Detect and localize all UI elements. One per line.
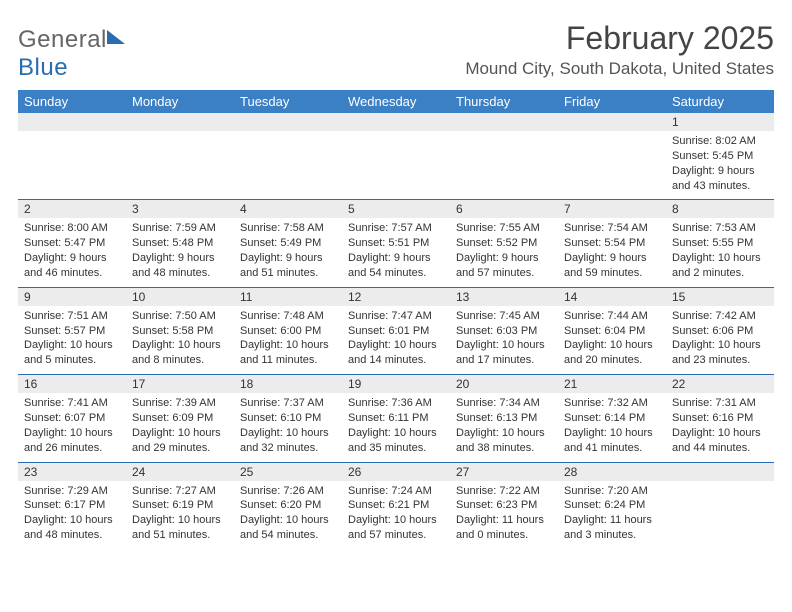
- page-title: February 2025: [465, 20, 774, 57]
- day-data-cell: Sunrise: 8:02 AMSunset: 5:45 PMDaylight:…: [666, 131, 774, 200]
- day-data-cell: Sunrise: 7:57 AMSunset: 5:51 PMDaylight:…: [342, 218, 450, 287]
- day-number-cell: 22: [666, 375, 774, 394]
- weekday-header: Friday: [558, 90, 666, 113]
- day-number-cell: 4: [234, 200, 342, 219]
- day-data-cell: Sunrise: 7:53 AMSunset: 5:55 PMDaylight:…: [666, 218, 774, 287]
- day-data-cell: Sunrise: 7:27 AMSunset: 6:19 PMDaylight:…: [126, 481, 234, 549]
- day-data-cell: Sunrise: 7:50 AMSunset: 5:58 PMDaylight:…: [126, 306, 234, 375]
- day-data-row: Sunrise: 7:29 AMSunset: 6:17 PMDaylight:…: [18, 481, 774, 549]
- day-data-cell: [666, 481, 774, 549]
- day-data-cell: Sunrise: 7:44 AMSunset: 6:04 PMDaylight:…: [558, 306, 666, 375]
- day-number-cell: 23: [18, 462, 126, 481]
- day-data-cell: Sunrise: 7:39 AMSunset: 6:09 PMDaylight:…: [126, 393, 234, 462]
- day-number-cell: 12: [342, 287, 450, 306]
- weekday-header-row: SundayMondayTuesdayWednesdayThursdayFrid…: [18, 90, 774, 113]
- day-number-cell: 26: [342, 462, 450, 481]
- day-number-cell: 3: [126, 200, 234, 219]
- day-data-cell: [342, 131, 450, 200]
- day-number-cell: 8: [666, 200, 774, 219]
- weekday-header: Wednesday: [342, 90, 450, 113]
- daynum-row: 9101112131415: [18, 287, 774, 306]
- day-number-cell: [558, 113, 666, 131]
- day-data-cell: Sunrise: 7:54 AMSunset: 5:54 PMDaylight:…: [558, 218, 666, 287]
- weekday-header: Saturday: [666, 90, 774, 113]
- day-data-cell: Sunrise: 8:00 AMSunset: 5:47 PMDaylight:…: [18, 218, 126, 287]
- day-number-cell: 28: [558, 462, 666, 481]
- day-data-cell: Sunrise: 7:32 AMSunset: 6:14 PMDaylight:…: [558, 393, 666, 462]
- day-number-cell: [18, 113, 126, 131]
- day-number-cell: 14: [558, 287, 666, 306]
- day-number-cell: 10: [126, 287, 234, 306]
- day-data-cell: Sunrise: 7:31 AMSunset: 6:16 PMDaylight:…: [666, 393, 774, 462]
- page-header: General Blue February 2025 Mound City, S…: [18, 20, 774, 82]
- day-data-cell: Sunrise: 7:34 AMSunset: 6:13 PMDaylight:…: [450, 393, 558, 462]
- day-data-row: Sunrise: 7:51 AMSunset: 5:57 PMDaylight:…: [18, 306, 774, 375]
- day-data-cell: [450, 131, 558, 200]
- day-number-cell: 25: [234, 462, 342, 481]
- day-number-cell: 6: [450, 200, 558, 219]
- day-number-cell: 20: [450, 375, 558, 394]
- day-number-cell: 11: [234, 287, 342, 306]
- day-data-cell: Sunrise: 7:48 AMSunset: 6:00 PMDaylight:…: [234, 306, 342, 375]
- day-data-cell: Sunrise: 7:20 AMSunset: 6:24 PMDaylight:…: [558, 481, 666, 549]
- day-number-cell: [234, 113, 342, 131]
- day-data-cell: Sunrise: 7:22 AMSunset: 6:23 PMDaylight:…: [450, 481, 558, 549]
- day-data-row: Sunrise: 8:00 AMSunset: 5:47 PMDaylight:…: [18, 218, 774, 287]
- day-data-cell: Sunrise: 7:58 AMSunset: 5:49 PMDaylight:…: [234, 218, 342, 287]
- day-number-cell: 19: [342, 375, 450, 394]
- day-data-cell: [126, 131, 234, 200]
- day-data-cell: Sunrise: 7:24 AMSunset: 6:21 PMDaylight:…: [342, 481, 450, 549]
- day-number-cell: [342, 113, 450, 131]
- day-data-cell: Sunrise: 7:42 AMSunset: 6:06 PMDaylight:…: [666, 306, 774, 375]
- day-number-cell: 24: [126, 462, 234, 481]
- day-data-cell: [234, 131, 342, 200]
- daynum-row: 2345678: [18, 200, 774, 219]
- day-number-cell: [450, 113, 558, 131]
- day-data-cell: Sunrise: 7:55 AMSunset: 5:52 PMDaylight:…: [450, 218, 558, 287]
- day-number-cell: 5: [342, 200, 450, 219]
- daynum-row: 232425262728: [18, 462, 774, 481]
- logo-part2: Blue: [18, 54, 68, 81]
- day-number-cell: [126, 113, 234, 131]
- day-number-cell: 1: [666, 113, 774, 131]
- day-number-cell: 16: [18, 375, 126, 394]
- day-data-cell: Sunrise: 7:29 AMSunset: 6:17 PMDaylight:…: [18, 481, 126, 549]
- logo-part1: General: [18, 26, 107, 53]
- logo-text: General Blue: [18, 26, 107, 82]
- day-data-cell: Sunrise: 7:47 AMSunset: 6:01 PMDaylight:…: [342, 306, 450, 375]
- day-data-cell: Sunrise: 7:36 AMSunset: 6:11 PMDaylight:…: [342, 393, 450, 462]
- day-data-row: Sunrise: 8:02 AMSunset: 5:45 PMDaylight:…: [18, 131, 774, 200]
- location-subtitle: Mound City, South Dakota, United States: [465, 59, 774, 79]
- day-data-cell: Sunrise: 7:37 AMSunset: 6:10 PMDaylight:…: [234, 393, 342, 462]
- weekday-header: Tuesday: [234, 90, 342, 113]
- day-number-cell: 15: [666, 287, 774, 306]
- daynum-row: 16171819202122: [18, 375, 774, 394]
- logo: General Blue: [18, 20, 125, 82]
- day-number-cell: 21: [558, 375, 666, 394]
- day-data-cell: [558, 131, 666, 200]
- day-data-cell: Sunrise: 7:26 AMSunset: 6:20 PMDaylight:…: [234, 481, 342, 549]
- day-data-cell: Sunrise: 7:41 AMSunset: 6:07 PMDaylight:…: [18, 393, 126, 462]
- weekday-header: Sunday: [18, 90, 126, 113]
- daynum-row: 1: [18, 113, 774, 131]
- title-block: February 2025 Mound City, South Dakota, …: [465, 20, 774, 79]
- day-number-cell: 17: [126, 375, 234, 394]
- day-number-cell: [666, 462, 774, 481]
- weekday-header: Thursday: [450, 90, 558, 113]
- calendar-table: SundayMondayTuesdayWednesdayThursdayFrid…: [18, 90, 774, 549]
- day-data-row: Sunrise: 7:41 AMSunset: 6:07 PMDaylight:…: [18, 393, 774, 462]
- day-number-cell: 7: [558, 200, 666, 219]
- day-data-cell: Sunrise: 7:45 AMSunset: 6:03 PMDaylight:…: [450, 306, 558, 375]
- day-number-cell: 13: [450, 287, 558, 306]
- day-number-cell: 9: [18, 287, 126, 306]
- triangle-icon: [107, 30, 125, 44]
- day-data-cell: Sunrise: 7:51 AMSunset: 5:57 PMDaylight:…: [18, 306, 126, 375]
- day-data-cell: Sunrise: 7:59 AMSunset: 5:48 PMDaylight:…: [126, 218, 234, 287]
- day-number-cell: 2: [18, 200, 126, 219]
- weekday-header: Monday: [126, 90, 234, 113]
- day-number-cell: 18: [234, 375, 342, 394]
- day-number-cell: 27: [450, 462, 558, 481]
- day-data-cell: [18, 131, 126, 200]
